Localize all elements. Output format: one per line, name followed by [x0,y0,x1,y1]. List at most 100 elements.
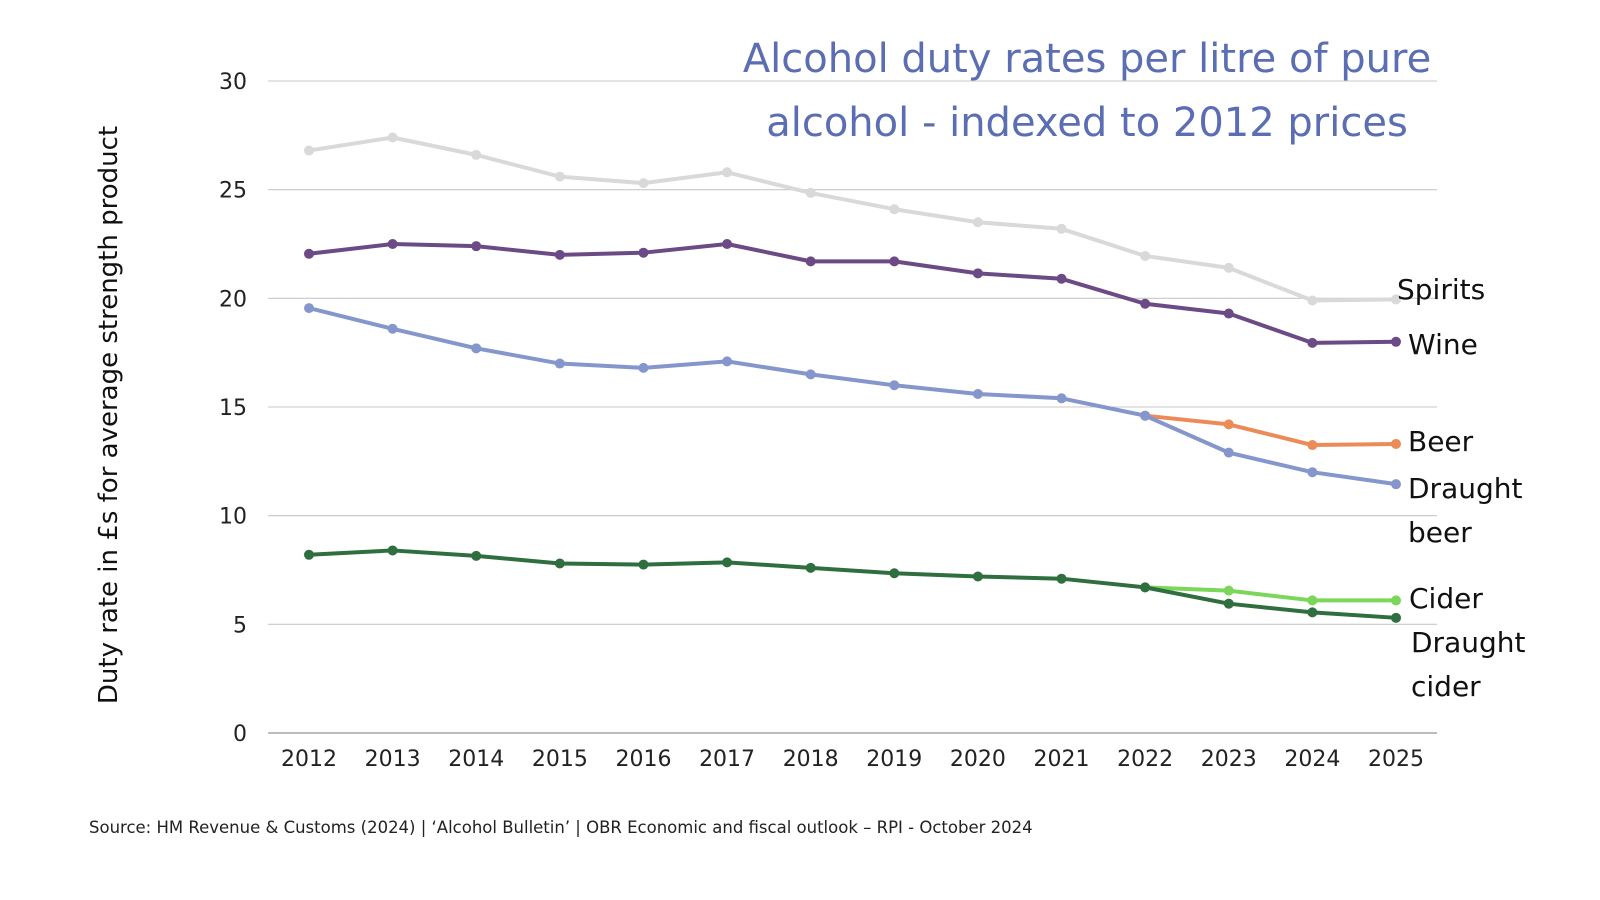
x-tick-label: 2012 [281,747,337,772]
spirits-point [1140,250,1151,261]
draught-cider-point [805,562,816,573]
x-tick-label: 2020 [950,747,1006,772]
wine-point [554,249,565,260]
series-draught-cider [304,545,1401,623]
spirits-point [1223,262,1234,273]
beer-point [1307,440,1318,451]
x-tick-label: 2013 [365,747,421,772]
wine-point [1056,273,1067,284]
y-tick-label: 5 [233,613,247,638]
beer-line [1143,413,1398,448]
draught-beer-line [307,306,1398,487]
series-label-draught-beer: beer [1408,516,1472,549]
wine-point [1391,336,1401,347]
draught-cider-point [722,557,733,568]
draught-beer-point [722,356,733,367]
draught-cider-point [1056,573,1067,584]
wine-point [304,248,314,259]
spirits-point [471,149,482,160]
series-label-cider: Cider [1409,582,1483,615]
y-tick-label: 10 [219,505,247,530]
wine-point [638,247,649,258]
spirits-point [387,132,398,143]
cider-line [1143,585,1398,603]
spirits-point [638,178,649,189]
wine-point [1223,308,1234,319]
draught-cider-point [972,571,983,582]
x-tick-label: 2015 [532,747,588,772]
draught-beer-point [304,303,314,314]
wine-point [387,239,398,249]
spirits-point [554,171,565,182]
x-tick-label: 2025 [1368,747,1424,772]
wine-point [972,268,983,279]
spirits-point [1391,294,1401,305]
draught-beer-point [554,358,565,369]
draught-cider-point [1140,582,1151,593]
series-label-draught-beer: Draught [1408,472,1522,505]
spirits-point [805,187,816,198]
draught-beer-point [1223,447,1234,458]
draught-cider-point [1223,598,1234,609]
draught-beer-point [889,380,900,391]
draught-beer-point [805,369,816,380]
x-tick-label: 2021 [1034,747,1090,772]
cider-point [1391,595,1401,606]
draught-beer-point [972,388,983,399]
wine-line [307,242,1398,345]
wine-point [471,241,482,252]
x-axis-ticks: 2012 2013 2014 2015 2016 2017 2018 2019 2020 2021… [281,747,1424,772]
beer-point [1391,438,1401,449]
draught-beer-point [1056,393,1067,404]
spirits-point [972,217,983,228]
spirits-point [1056,223,1067,234]
series-label-draught-cider: Draught [1411,626,1525,659]
x-tick-label: 2024 [1284,747,1340,772]
series-label-wine: Wine [1408,328,1478,361]
draught-cider-point [889,568,900,579]
gridlines [268,80,1437,734]
chart-title-line-1: Alcohol duty rates per litre of pure [743,36,1431,82]
y-tick-label: 15 [219,396,247,421]
wine-point [1140,298,1151,309]
x-tick-label: 2017 [699,747,755,772]
draught-beer-point [1307,467,1318,478]
series-lines [304,132,1401,623]
y-tick-label: 0 [233,722,247,747]
series-spirits [304,132,1401,306]
draught-cider-point [304,549,314,560]
draught-cider-point [1391,612,1401,623]
wine-point [889,256,900,267]
wine-point [805,256,816,267]
series-wine [304,239,1401,348]
x-tick-label: 2014 [448,747,504,772]
y-axis-ticks: 0 5 10 15 20 25 30 [219,70,247,747]
draught-cider-point [638,559,649,570]
source-note: Source: HM Revenue & Customs (2024) | ‘A… [89,818,1033,837]
chart-title-line-2: alcohol - indexed to 2012 prices [766,100,1408,146]
x-tick-label: 2023 [1201,747,1257,772]
spirits-point [304,145,314,156]
draught-beer-point [638,362,649,373]
spirits-point [889,204,900,215]
y-tick-label: 20 [219,287,247,312]
series-label-draught-cider: cider [1411,670,1481,703]
x-tick-label: 2016 [615,747,671,772]
series-draught-beer [304,303,1401,490]
draught-beer-point [471,343,482,354]
draught-cider-line [307,548,1398,620]
draught-beer-point [1391,479,1401,490]
draught-cider-point [554,558,565,569]
draught-beer-point [1140,410,1151,421]
cider-point [1307,595,1318,606]
series-labels: Spirits Wine Beer Draught beer Cider Draught ci… [1397,273,1525,703]
spirits-point [1307,295,1318,306]
cider-point [1223,585,1234,596]
y-tick-label: 30 [219,70,247,95]
draught-cider-point [387,545,398,556]
wine-point [722,239,733,249]
spirits-point [722,167,733,178]
x-tick-label: 2019 [866,747,922,772]
y-tick-label: 25 [219,179,247,204]
